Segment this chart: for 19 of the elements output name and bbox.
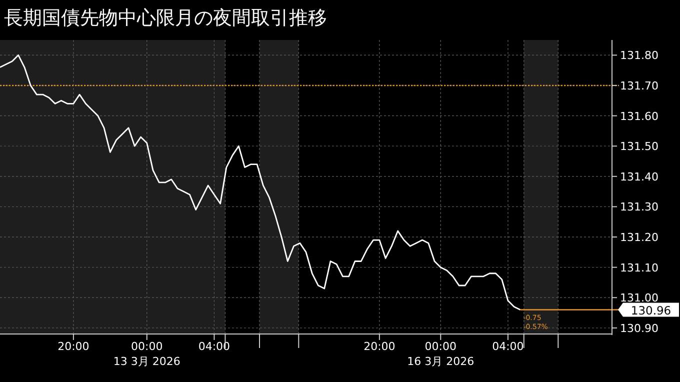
y-tick-label: 131.60 xyxy=(620,110,658,123)
ref-line-label: 130.96 xyxy=(630,303,672,318)
y-tick-label: 131.20 xyxy=(620,231,658,244)
y-tick-label: 131.70 xyxy=(620,79,658,92)
line-series xyxy=(0,54,521,310)
y-tick-label: 131.80 xyxy=(620,49,658,62)
y-tick-label: 130.90 xyxy=(620,322,658,335)
x-tick-label: 20:00 xyxy=(58,340,90,353)
x-tick-label: 04:00 xyxy=(198,340,230,353)
chart-title: 長期国債先物中心限月の夜間取引推移 xyxy=(4,7,327,29)
y-tick-label: 131.40 xyxy=(620,170,658,184)
x-tick-label: 04:00 xyxy=(492,340,524,353)
x-tick-label: 20:00 xyxy=(364,340,396,353)
y-tick-label: 131.50 xyxy=(620,140,658,154)
x-tick-label: 00:00 13 3月 2026 xyxy=(113,340,180,368)
y-tick-label: 131.30 xyxy=(620,200,658,214)
y-tick-label: 131.00 xyxy=(620,292,658,305)
x-tick-label: 00:00 16 3月 2026 xyxy=(407,340,474,368)
y-tick-label: 131.10 xyxy=(620,261,658,274)
